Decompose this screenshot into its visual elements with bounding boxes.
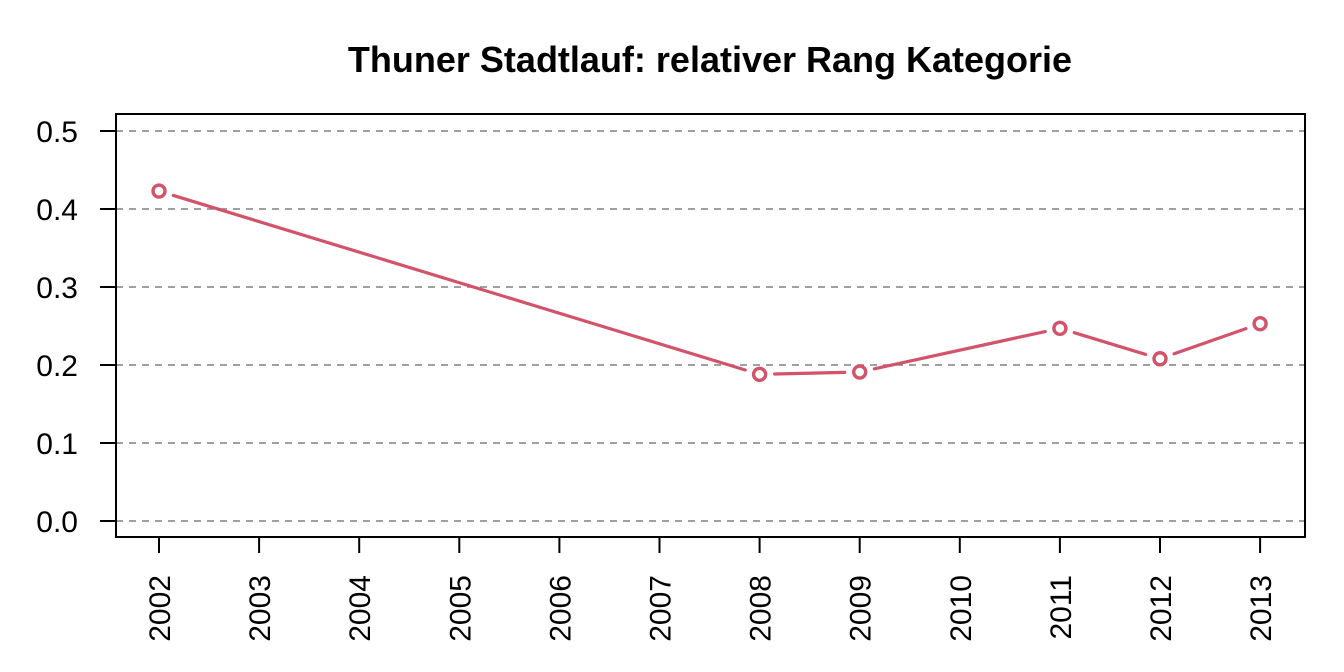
series-line-segment bbox=[171, 193, 747, 372]
y-tick-label: 0.5 bbox=[36, 116, 78, 149]
grid-lines bbox=[116, 130, 1305, 522]
x-tick-label: 2012 bbox=[1145, 575, 1178, 642]
x-tick-label: 2013 bbox=[1245, 575, 1278, 642]
x-tick-label: 2009 bbox=[845, 575, 878, 642]
data-point bbox=[1152, 351, 1168, 367]
y-tick-label: 0.4 bbox=[36, 194, 78, 227]
series-line-segment bbox=[1172, 327, 1248, 356]
x-tick-label: 2003 bbox=[244, 575, 277, 642]
data-point bbox=[1052, 320, 1068, 337]
data-point bbox=[751, 366, 768, 383]
series-line-segment bbox=[772, 370, 847, 376]
x-tick-label: 2006 bbox=[544, 575, 577, 642]
data-point bbox=[852, 364, 868, 380]
x-tick-label: 2007 bbox=[645, 575, 678, 642]
x-tick-label: 2010 bbox=[945, 575, 978, 642]
y-tick-label: 0.0 bbox=[36, 506, 78, 539]
series-line-segment bbox=[872, 329, 1047, 371]
series-line-segment bbox=[1072, 331, 1148, 356]
x-tick-label: 2011 bbox=[1045, 575, 1078, 640]
plot-frame bbox=[115, 113, 1306, 538]
y-tick-label: 0.2 bbox=[36, 350, 78, 383]
x-tick-label: 2002 bbox=[144, 575, 177, 642]
axes: 0.0 0.1 0.2 0.3 0.4 0.5 2002 2003 2004 2005 2006 20… bbox=[36, 113, 1306, 642]
y-tick-label: 0.1 bbox=[36, 428, 78, 461]
x-tick-label: 2005 bbox=[444, 575, 477, 642]
y-tick-label: 0.3 bbox=[36, 272, 78, 305]
data-point bbox=[151, 183, 167, 199]
chart-title: Thuner Stadtlauf: relativer Rang Kategor… bbox=[348, 39, 1072, 80]
series bbox=[151, 183, 1268, 383]
data-point bbox=[1252, 315, 1268, 332]
x-tick-label: 2008 bbox=[745, 575, 778, 642]
x-tick-label: 2004 bbox=[344, 575, 377, 642]
